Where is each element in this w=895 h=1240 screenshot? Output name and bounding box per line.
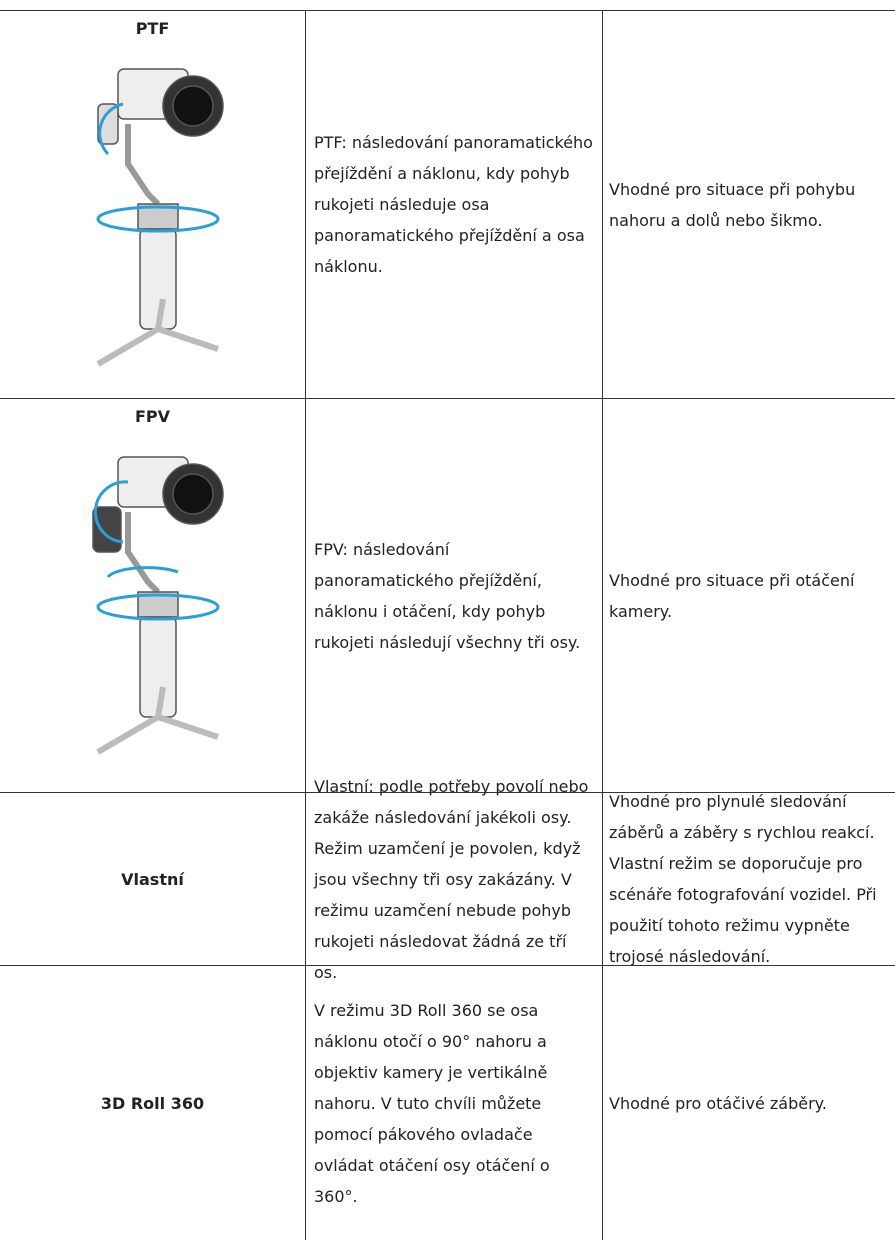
gimbal-illustration bbox=[91, 456, 224, 755]
table-row: 3D Roll 360 V režimu 3D Roll 360 se osa … bbox=[0, 965, 895, 1240]
mode-cell: 3D Roll 360 bbox=[0, 966, 305, 1240]
usage-cell: Vhodné pro plynulé sledování záběrů a zá… bbox=[602, 792, 895, 966]
description-cell: V režimu 3D Roll 360 se osa náklonu otoč… bbox=[305, 966, 602, 1240]
description: PTF: následování panoramatického přejížd… bbox=[314, 133, 593, 276]
usage: Vhodné pro plynulé sledování záběrů a zá… bbox=[609, 792, 877, 966]
description: FPV: následování panoramatického přejížd… bbox=[314, 539, 581, 652]
description: V režimu 3D Roll 360 se osa náklonu otoč… bbox=[314, 1000, 550, 1206]
mode-cell: FPV bbox=[0, 399, 305, 792]
mode-name: PTF bbox=[135, 19, 170, 38]
usage-cell: Vhodné pro otáčivé záběry. bbox=[602, 966, 895, 1240]
mode-name: Vlastní bbox=[121, 869, 184, 889]
mode-table: PTF PTF: následování panoramatického pře… bbox=[0, 10, 895, 1240]
usage: Vhodné pro situace při pohybu nahoru a d… bbox=[609, 179, 856, 230]
description-cell: PTF: následování panoramatického přejížd… bbox=[305, 11, 602, 398]
table-row: Vlastní Vlastní: podle potřeby povolí ne… bbox=[0, 777, 895, 982]
table-row: FPV FPV: následování panoramatického pře… bbox=[0, 398, 895, 792]
description-cell: FPV: následování panoramatického přejížd… bbox=[305, 399, 602, 792]
mode-cell: PTF bbox=[0, 11, 305, 398]
usage: Vhodné pro situace při otáčení kamery. bbox=[609, 570, 855, 621]
mode-name: FPV bbox=[134, 407, 171, 426]
gimbal-illustration bbox=[95, 68, 224, 367]
usage-cell: Vhodné pro situace při pohybu nahoru a d… bbox=[602, 11, 895, 398]
description-cell: Vlastní: podle potřeby povolí nebo zakáž… bbox=[305, 777, 602, 982]
mode-cell: Vlastní bbox=[0, 793, 305, 965]
mode-name: 3D Roll 360 bbox=[100, 1093, 205, 1113]
table-row: PTF PTF: následování panoramatického pře… bbox=[0, 10, 895, 398]
usage-cell: Vhodné pro situace při otáčení kamery. bbox=[602, 399, 895, 792]
description: Vlastní: podle potřeby povolí nebo zakáž… bbox=[314, 776, 589, 982]
usage: Vhodné pro otáčivé záběry. bbox=[609, 1093, 827, 1113]
